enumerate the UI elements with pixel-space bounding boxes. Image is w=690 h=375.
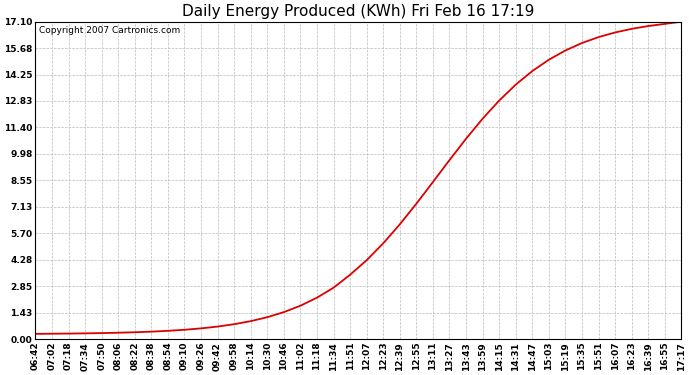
Title: Daily Energy Produced (KWh) Fri Feb 16 17:19: Daily Energy Produced (KWh) Fri Feb 16 1…: [182, 4, 535, 19]
Text: Copyright 2007 Cartronics.com: Copyright 2007 Cartronics.com: [39, 27, 180, 36]
